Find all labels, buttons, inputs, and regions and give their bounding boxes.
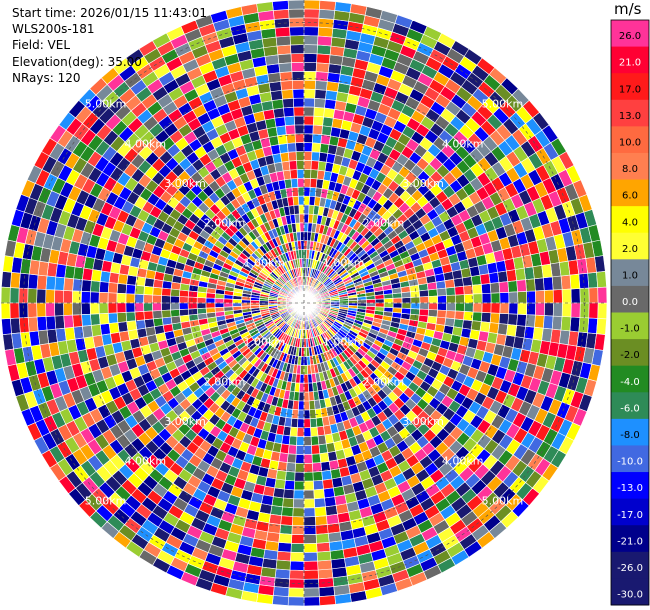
range-ring-label: 1.00km (323, 256, 365, 269)
colorbar-tick-label: 6.0 (622, 191, 638, 202)
colorbar-tick-label: -30.0 (617, 590, 643, 601)
colorbar-swatch (611, 525, 649, 553)
colorbar-tick-label: -21.0 (617, 536, 643, 547)
elevation-text: Elevation(deg): 35.00 (12, 55, 142, 69)
colorbar-swatch (611, 418, 649, 446)
range-rings (1, 0, 607, 606)
colorbar-tick-label: 2.0 (622, 244, 638, 255)
range-ring-label: 5.00km (85, 494, 127, 507)
colorbar-swatch (611, 445, 649, 473)
colorbar-swatch (611, 551, 649, 579)
colorbar-swatch (611, 339, 649, 367)
range-ring-label: 2.00km (363, 217, 405, 230)
range-ring-label: 5.00km (85, 98, 127, 111)
colorbar-tick-label: -4.0 (620, 377, 640, 388)
colorbar-swatch (611, 99, 649, 127)
range-ring-label: 3.00km (402, 415, 444, 428)
colorbar-tick-label: 26.0 (619, 31, 641, 42)
colorbar-tick-label: -1.0 (620, 324, 640, 335)
range-ring-label: 4.00km (442, 455, 484, 468)
colorbar: 26.0 21.0 17.0 13.0 10.0 8.0 6.0 4.0 2.0 1.0 0.0 -1… (610, 19, 650, 606)
colorbar-tick-label: 10.0 (619, 138, 641, 149)
colorbar-tick-label: -26.0 (617, 563, 643, 574)
colorbar-tick-label: -17.0 (617, 510, 643, 521)
colorbar-swatch (611, 259, 649, 287)
colorbar-swatch (611, 20, 649, 48)
colorbar-swatch (611, 46, 649, 74)
colorbar-border (610, 19, 650, 606)
colorbar-swatch (611, 126, 649, 154)
colorbar-swatch (611, 392, 649, 420)
range-ring-label: 5.00km (482, 98, 524, 111)
colorbar-tick-label: -10.0 (617, 457, 643, 468)
range-ring-label: 5.00km (482, 494, 524, 507)
range-ring-label: 1.00km (244, 336, 286, 349)
colorbar-tick-label: -8.0 (620, 430, 640, 441)
colorbar-swatch (611, 285, 649, 313)
station-text: WLS200s-181 (12, 22, 95, 36)
colorbar-swatch (611, 498, 649, 526)
start-time-text: Start time: 2026/01/15 11:43:01 (12, 6, 207, 20)
colorbar-swatch (611, 578, 649, 606)
range-ring-label: 3.00km (402, 177, 444, 190)
colorbar-swatch (611, 472, 649, 500)
colorbar-swatch (611, 179, 649, 207)
colorbar-tick-label: 8.0 (622, 164, 638, 175)
colorbar-swatch (611, 312, 649, 340)
colorbar-swatch (611, 206, 649, 234)
colorbar-tick-label: -6.0 (620, 403, 640, 414)
colorbar-unit: m/s (614, 0, 642, 18)
range-ring-label: 3.00km (164, 415, 206, 428)
colorbar-tick-label: 17.0 (619, 84, 641, 95)
range-ring-label: 2.00km (204, 375, 246, 388)
range-ring-label: 4.00km (125, 455, 167, 468)
colorbar-swatch (611, 365, 649, 393)
colorbar-tick-label: 1.0 (622, 270, 638, 281)
ppi-sectors (0, 0, 608, 607)
nrays-text: NRays: 120 (12, 71, 81, 85)
colorbar-tick-label: 4.0 (622, 217, 638, 228)
range-ring-label: 4.00km (125, 137, 167, 150)
colorbar-tick-label: 21.0 (619, 58, 641, 69)
colorbar-tick-label: -13.0 (617, 483, 643, 494)
colorbar-tick-label: -2.0 (620, 350, 640, 361)
range-ring-labels: 1.00km 1.00km 1.00km 1.00km 2.00km 2.00km 2.00… (85, 98, 523, 508)
colorbar-tick-label: 13.0 (619, 111, 641, 122)
range-ring-label: 1.00km (244, 256, 286, 269)
colorbar-swatch (611, 232, 649, 260)
range-ring-label: 1.00km (323, 336, 365, 349)
colorbar-swatch (611, 73, 649, 101)
range-ring-label: 2.00km (363, 375, 405, 388)
colorbar-swatch (611, 152, 649, 181)
range-ring-label: 2.00km (204, 217, 246, 230)
field-text: Field: VEL (12, 38, 71, 52)
range-ring-label: 4.00km (442, 137, 484, 150)
range-ring-label: 3.00km (164, 177, 206, 190)
colorbar-tick-label: 0.0 (622, 297, 638, 308)
